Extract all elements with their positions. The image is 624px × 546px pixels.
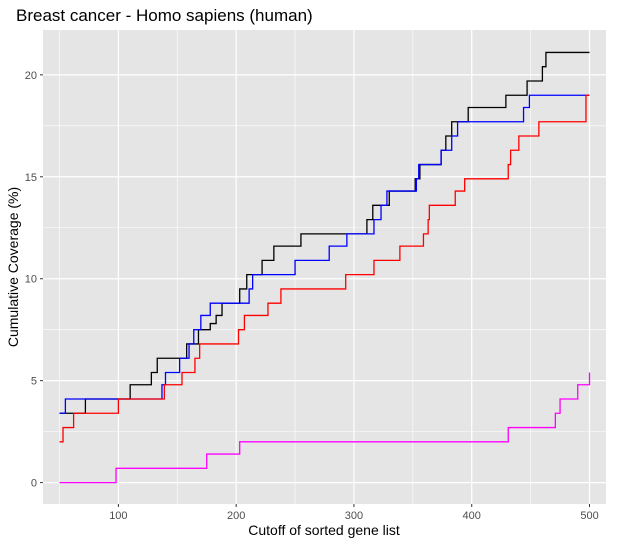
x-axis-title: Cutoff of sorted gene list (248, 522, 400, 538)
y-tick-label: 20 (25, 70, 37, 82)
series-line-3 (59, 94, 590, 443)
y-axis: 0 5 10 15 20 (25, 70, 43, 490)
y-tick-label: 5 (31, 376, 37, 388)
y-tick-label: 15 (25, 172, 37, 184)
x-tick-label: 100 (109, 510, 127, 522)
major-gridlines (43, 30, 606, 504)
series-line-4 (59, 372, 591, 484)
y-axis-title: Cumulative Coverage (%) (5, 187, 21, 347)
x-tick-label: 500 (580, 510, 598, 522)
series-line-1 (59, 51, 590, 414)
y-tick-label: 10 (25, 274, 37, 286)
x-tick-label: 200 (227, 510, 245, 522)
x-tick-label: 300 (345, 510, 363, 522)
plot-panel (43, 30, 606, 504)
x-tick-label: 400 (463, 510, 481, 522)
minor-gridlines (43, 30, 606, 504)
series-line-2 (59, 94, 590, 414)
chart-title: Breast cancer - Homo sapiens (human) (16, 6, 313, 25)
series-layer (59, 51, 591, 484)
x-axis: 100 200 300 400 500 (109, 504, 599, 522)
y-tick-label: 0 (31, 478, 37, 490)
